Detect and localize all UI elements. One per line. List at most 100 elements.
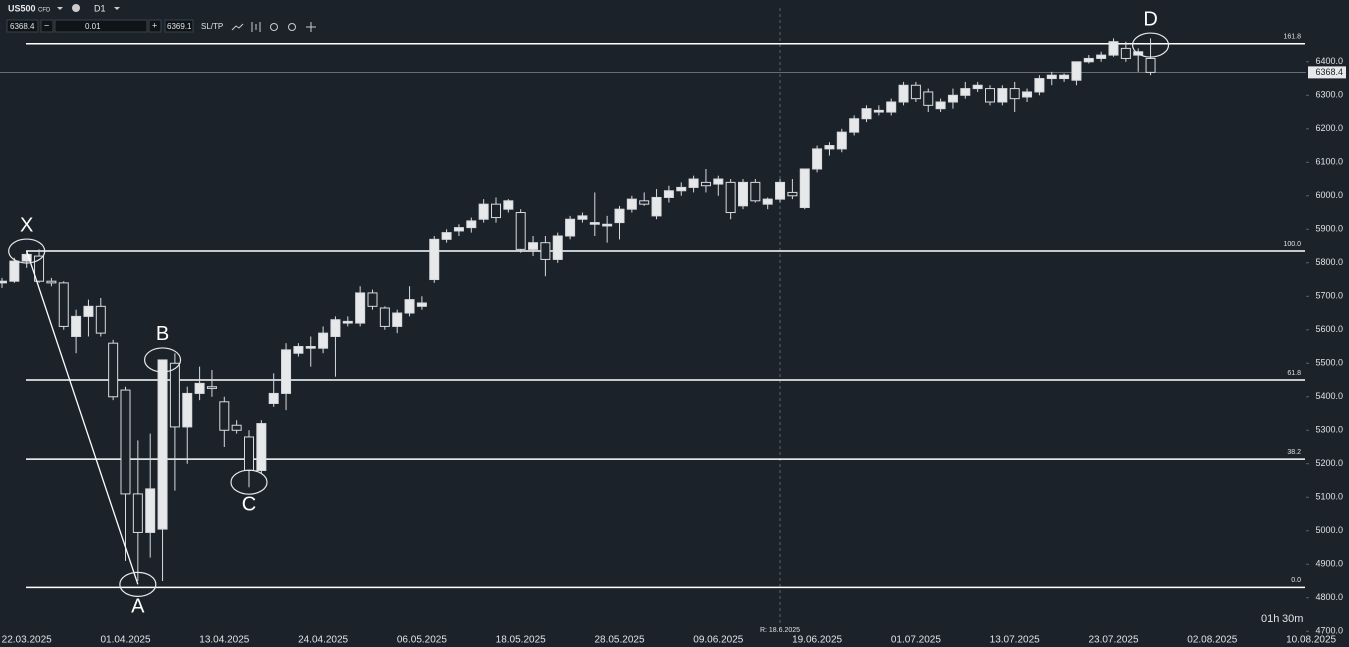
pattern-label: D [1143,8,1157,30]
dropdown-arrow[interactable] [57,7,63,10]
candle-body [997,88,1008,103]
pattern-label: C [242,493,256,515]
candle-body [1083,57,1094,63]
bars-icon[interactable] [251,22,261,32]
zoom-in-icon[interactable] [288,23,296,31]
candle-body [836,131,847,150]
candle-body [367,292,378,307]
crosshair-icon[interactable] [306,22,316,32]
candle-body [132,493,143,533]
candle-body [861,108,872,120]
minus: − [44,20,49,30]
candle-body [725,181,736,214]
candle-body [281,349,292,394]
candle-body [194,382,205,394]
candle-body [453,227,464,232]
candle-body [700,181,711,187]
x-tick-label: 18.05.2025 [496,635,546,646]
candle-body [762,198,773,205]
candle-body [244,436,254,471]
candle-body [1009,88,1020,100]
y-tick-label: 5700.0 [1315,291,1343,301]
candle-body [676,186,687,192]
indicator-icon[interactable] [231,23,244,31]
candle-body [1059,74,1070,80]
candle-body [503,200,514,210]
y-tick-label: 5900.0 [1315,224,1343,234]
fib-level-label: 161.8 [1283,34,1301,41]
x-tick-label: 13.07.2025 [990,635,1040,646]
candle-body [935,101,946,110]
y-tick-label: 6000.0 [1315,190,1343,200]
dropdown-arrow[interactable] [114,7,120,10]
minus-button[interactable] [40,19,54,33]
x-tick-label: 13.04.2025 [199,635,249,646]
candle-body [1022,91,1033,98]
candle-body [256,423,267,471]
candle-body [231,424,242,431]
candle-body [651,196,662,217]
candle-body [21,253,32,262]
plus-button[interactable] [148,19,162,33]
candle-body [775,181,786,200]
candle-body [491,203,501,219]
info-icon[interactable] [72,4,80,12]
x-tick-label: 23.07.2025 [1088,635,1138,646]
y-tick-label: 6100.0 [1315,157,1343,167]
countdown-minutes: 30m [1282,613,1303,625]
symbol[interactable]: US500 [8,3,36,13]
candle-body [824,145,835,150]
timeframe[interactable]: D1 [94,3,106,13]
candle-body [565,218,576,237]
candle-body [515,212,526,250]
candle-body [441,232,452,240]
y-tick-label: 4900.0 [1315,559,1343,569]
candle-body [305,346,316,349]
candle-body [1046,74,1057,80]
bid: 6368.4 [10,22,35,31]
volume-input[interactable] [54,19,148,33]
fib-level-label: 38.2 [1287,449,1301,456]
y-tick-label: 4800.0 [1315,592,1343,602]
candle-body [58,282,69,327]
candle-body [787,191,798,197]
candle-body [1108,41,1119,56]
candle-body [1120,47,1131,59]
candle-body [219,401,230,431]
plus: + [152,20,157,30]
pattern-line [26,250,139,585]
x-tick-label: 06.05.2025 [397,635,447,646]
candle-body [157,359,168,530]
candle-body [330,319,341,337]
candle-body [528,242,539,250]
candle-body [1096,54,1107,59]
candle-body [738,181,748,207]
candle-body [404,299,415,314]
y-tick-label: 5500.0 [1315,358,1343,368]
ask-box[interactable] [164,19,194,33]
candle-body [429,238,440,281]
pattern-label: A [131,596,145,618]
countdown-hours: 01h [1261,613,1279,625]
candle-body [1145,57,1156,73]
crosshair-label: R: 18.6.2025 [760,627,800,634]
x-tick-label: 02.08.2025 [1187,635,1237,646]
candle-body [83,305,94,317]
sltp-button[interactable]: SL/TP [201,22,223,31]
x-tick-label: 24.04.2025 [298,635,348,646]
candle-body [614,208,625,224]
y-tick-label: 5600.0 [1315,324,1343,334]
candle-body [108,342,119,398]
fib-level-label: 100.0 [1283,241,1301,248]
bid-box[interactable] [6,19,39,33]
x-tick-label: 19.06.2025 [792,635,842,646]
candle-body [466,220,477,229]
pattern-point [230,469,268,495]
y-tick-label: 5800.0 [1315,257,1343,267]
candle-body [293,346,304,354]
y-tick-label: 6200.0 [1315,123,1343,133]
candle-body [873,109,884,113]
zoom-out-icon[interactable] [270,23,278,31]
candle-body [46,280,57,284]
